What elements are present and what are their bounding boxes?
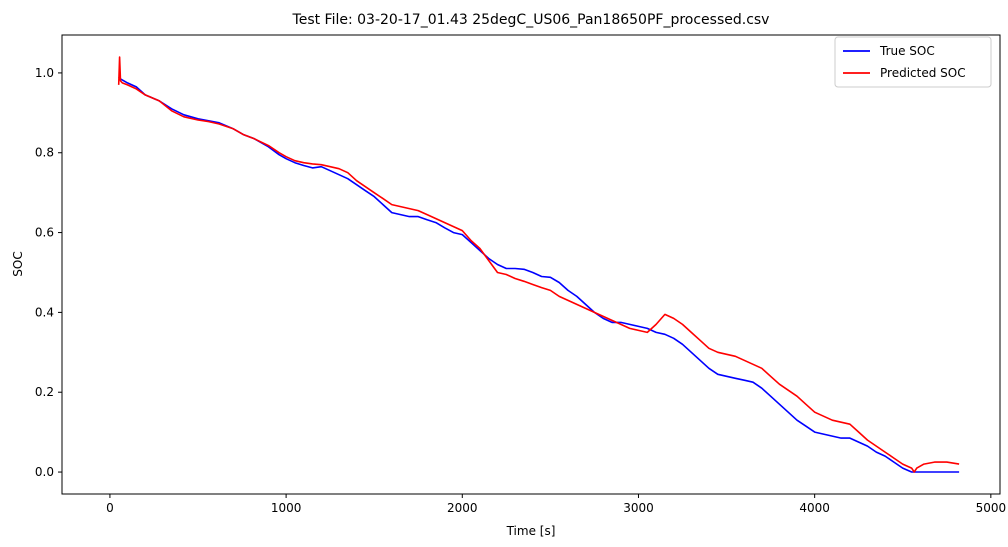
- chart-title: Test File: 03-20-17_01.43 25degC_US06_Pa…: [292, 12, 770, 28]
- y-tick-label: 0.0: [35, 465, 54, 479]
- y-tick-label: 1.0: [35, 66, 54, 80]
- legend-label-true-soc: True SOC: [879, 44, 935, 58]
- y-axis-ticks: 0.0 0.2 0.4 0.6 0.8 1.0: [35, 66, 62, 479]
- y-tick-label: 0.4: [35, 305, 54, 319]
- y-axis-label: SOC: [11, 251, 25, 276]
- legend-box: [834, 36, 992, 88]
- x-axis-ticks: 0 1000 2000 3000 4000 5000: [106, 494, 1006, 515]
- series-line-true-soc: [118, 76, 960, 473]
- y-tick-label: 0.2: [35, 385, 54, 399]
- x-tick-label: 4000: [799, 501, 830, 515]
- x-tick-label: 1000: [271, 501, 302, 515]
- legend-label-predicted-soc: Predicted SOC: [880, 66, 966, 80]
- x-tick-label: 2000: [447, 501, 478, 515]
- legend: True SOC Predicted SOC: [834, 36, 992, 88]
- x-axis-label: Time [s]: [506, 524, 556, 538]
- series-line-predicted-soc: [117, 56, 960, 473]
- y-tick-label: 0.8: [35, 146, 54, 160]
- x-tick-label: 3000: [623, 501, 654, 515]
- x-tick-label: 5000: [976, 501, 1007, 515]
- y-tick-label: 0.6: [35, 226, 54, 240]
- x-tick-label: 0: [106, 501, 114, 515]
- plot-frame: [61, 34, 1001, 495]
- plot-series: [117, 56, 960, 473]
